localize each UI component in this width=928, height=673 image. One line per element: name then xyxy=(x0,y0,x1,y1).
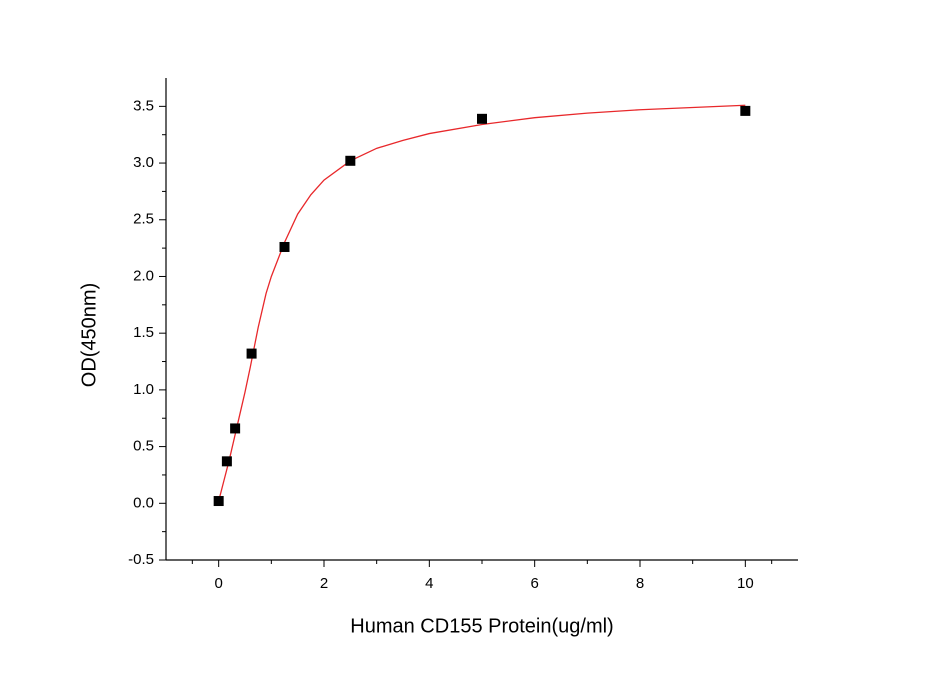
x-tick-label: 10 xyxy=(737,575,754,592)
y-tick-label: 0.0 xyxy=(133,494,154,511)
y-tick-label: 3.0 xyxy=(133,154,154,171)
x-tick-label: 8 xyxy=(636,575,644,592)
data-point xyxy=(477,113,487,124)
x-tick-label: 4 xyxy=(425,575,433,592)
x-tick-label: 0 xyxy=(214,575,222,592)
data-point xyxy=(740,105,751,116)
y-tick-label: 1.0 xyxy=(133,381,154,398)
x-tick-label: 2 xyxy=(320,575,328,592)
y-tick-label: 2.0 xyxy=(133,267,154,284)
x-axis-title: Human CD155 Protein(ug/ml) xyxy=(350,615,613,637)
y-tick-label: -0.5 xyxy=(128,551,154,568)
data-point xyxy=(230,423,241,434)
y-tick-label: 2.5 xyxy=(133,211,154,228)
fit-curve xyxy=(218,104,746,502)
data-point xyxy=(213,496,224,507)
data-point xyxy=(221,456,232,467)
data-point xyxy=(345,155,356,166)
y-axis-title: OD(450nm) xyxy=(78,283,100,387)
y-tick-label: 0.5 xyxy=(133,438,154,455)
y-tick-label: 1.5 xyxy=(133,324,154,341)
data-point xyxy=(246,348,257,359)
data-point xyxy=(279,241,290,252)
y-tick-label: 3.5 xyxy=(133,97,154,114)
x-tick-label: 6 xyxy=(530,575,538,592)
